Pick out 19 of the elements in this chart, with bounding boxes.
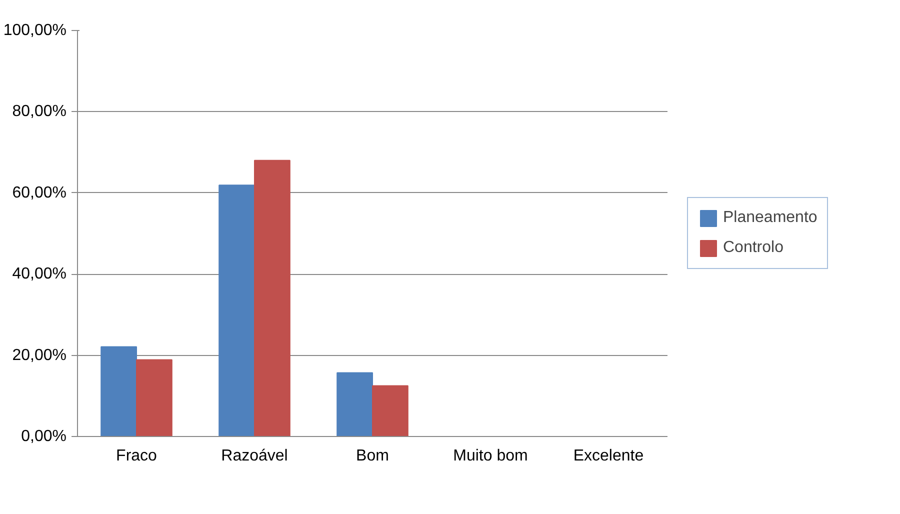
bar bbox=[136, 359, 172, 436]
bar bbox=[100, 346, 137, 436]
x-tick-label: Razoável bbox=[221, 448, 288, 464]
y-tick-label: 40,00% bbox=[12, 266, 66, 283]
legend-label: Planeamento bbox=[723, 209, 818, 227]
bar bbox=[336, 372, 373, 436]
y-tick-label: 60,00% bbox=[12, 184, 66, 202]
legend-label: Controlo bbox=[723, 239, 784, 257]
y-tick-label: 20,00% bbox=[12, 346, 66, 364]
x-tick-label: Muito bom bbox=[453, 448, 528, 464]
x-tick-label: Excelente bbox=[573, 448, 644, 464]
bar bbox=[372, 385, 408, 436]
x-tick-label: Fraco bbox=[116, 448, 158, 464]
x-tick-label: Bom bbox=[356, 448, 389, 464]
bar bbox=[254, 160, 290, 436]
y-tick-label: 100,00% bbox=[3, 22, 67, 39]
bar bbox=[218, 184, 255, 436]
y-tick-label: 80,00% bbox=[12, 103, 66, 120]
y-tick-label: 0,00% bbox=[21, 428, 67, 445]
